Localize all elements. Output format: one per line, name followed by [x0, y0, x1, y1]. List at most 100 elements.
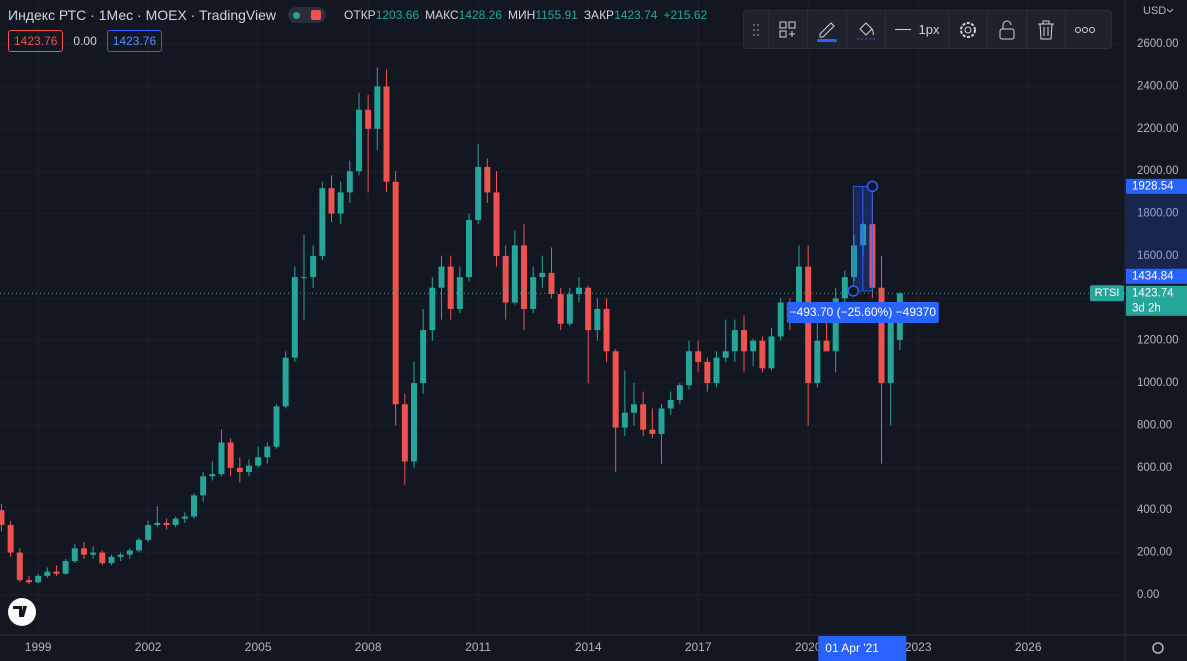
- label: ЗАКР: [583, 8, 615, 22]
- candle-body: [53, 571, 60, 574]
- y-tick-label: 2000.00: [1137, 165, 1179, 177]
- candle-body: [731, 330, 738, 352]
- logo-mark: [13, 606, 27, 617]
- candle-body: [667, 400, 674, 409]
- y-tick-label: 200.00: [1137, 547, 1172, 559]
- candle-body: [621, 412, 628, 428]
- candle-body: [346, 171, 353, 193]
- toggle[interactable]: [288, 7, 327, 23]
- y-tick-label: 600.00: [1137, 462, 1172, 474]
- candle-body: [0, 510, 5, 526]
- countdown: 3d 2h: [1132, 302, 1161, 314]
- candle-body: [640, 404, 647, 430]
- price-axis: [1125, 0, 1187, 661]
- candle-body: [227, 442, 234, 468]
- candle-body: [851, 245, 857, 278]
- label: МИН: [508, 8, 536, 22]
- value: 1423.74: [614, 8, 658, 22]
- candle-body: [511, 245, 518, 303]
- line-width[interactable]: 1px: [886, 11, 949, 48]
- candle-body: [337, 192, 344, 214]
- candle-body: [594, 308, 601, 331]
- icon: [857, 21, 875, 39]
- x-tick-label: 2017: [685, 640, 712, 654]
- candle-body: [502, 255, 509, 303]
- candle-body: [44, 571, 51, 576]
- candle-body: [438, 266, 445, 288]
- settings-icon[interactable]: [1152, 642, 1164, 654]
- drag-handle[interactable]: [744, 11, 769, 48]
- lock[interactable]: [988, 11, 1027, 48]
- candle-body: [548, 272, 555, 295]
- y-tick-label: 2400.00: [1137, 80, 1179, 92]
- settings[interactable]: [949, 11, 988, 48]
- y-tick-label: 1800.00: [1137, 208, 1179, 220]
- candle-body: [71, 548, 78, 562]
- candle-body: [365, 109, 372, 129]
- candle-body: [878, 287, 885, 384]
- value: 1428.26: [458, 8, 503, 22]
- price-label-box: [1126, 285, 1187, 316]
- templates[interactable]: [769, 11, 808, 48]
- candle-body: [99, 552, 106, 564]
- crosshair-date: 01 Apr '21: [825, 641, 879, 655]
- label: ОТКР: [344, 8, 376, 22]
- candle-body: [713, 357, 720, 384]
- candle-body: [190, 495, 197, 517]
- candle-body: [695, 351, 702, 362]
- candle-body: [796, 266, 802, 309]
- candle-body: [603, 308, 610, 352]
- candle-body: [236, 467, 243, 473]
- y-tick-label: 1000.00: [1137, 377, 1179, 389]
- value: 1203.66: [375, 8, 420, 22]
- price-label-box: [1126, 178, 1187, 194]
- candle-body: [246, 465, 252, 473]
- icon: [753, 23, 759, 36]
- delete[interactable]: [1027, 11, 1066, 48]
- candle-body: [301, 277, 307, 279]
- candle-body: [521, 245, 527, 309]
- chevron: [1166, 8, 1174, 13]
- more[interactable]: [1066, 11, 1104, 48]
- candle-body: [612, 351, 619, 428]
- crosshair-date-box: [818, 636, 907, 661]
- y-tick-label: 2600.00: [1137, 38, 1179, 50]
- x-tick-label: 2023: [905, 640, 932, 654]
- candle-body: [823, 340, 830, 352]
- measure-label-box: [786, 301, 939, 323]
- candle-body: [475, 166, 482, 220]
- icon: [960, 21, 976, 38]
- pencil[interactable]: [808, 11, 847, 48]
- candle-body: [310, 255, 317, 278]
- candle-body: [145, 525, 152, 540]
- title: Индекс РТС · 1Мес · MOEX · TradingView: [8, 7, 277, 23]
- candle-body: [80, 548, 87, 555]
- candle-body: [282, 357, 289, 407]
- value: 1155.91: [535, 8, 578, 22]
- candle-body: [805, 266, 812, 384]
- icon: [817, 21, 837, 42]
- candle-body: [557, 294, 564, 324]
- currency[interactable]: USD: [1143, 5, 1166, 17]
- candle-body: [484, 166, 491, 193]
- candle-body: [841, 277, 848, 299]
- candle-body: [255, 457, 262, 466]
- fill[interactable]: [847, 11, 886, 48]
- candle-body: [328, 188, 335, 214]
- header: Индекс РТС · 1Мес · MOEX · TradingView О…: [8, 5, 707, 25]
- candle-body: [676, 385, 683, 401]
- candle-body: [163, 522, 170, 526]
- candle-body: [466, 219, 472, 278]
- candle-body: [566, 294, 573, 324]
- candle-body: [832, 298, 839, 352]
- candle-body: [126, 550, 133, 555]
- icon: [999, 20, 1015, 39]
- candle-body: [447, 266, 454, 309]
- candle-body: [411, 383, 417, 462]
- candle-body: [62, 561, 69, 574]
- candle-body: [750, 340, 757, 352]
- candle-body: [25, 580, 32, 583]
- candle-body: [200, 476, 207, 496]
- width-label: 1px: [918, 22, 940, 37]
